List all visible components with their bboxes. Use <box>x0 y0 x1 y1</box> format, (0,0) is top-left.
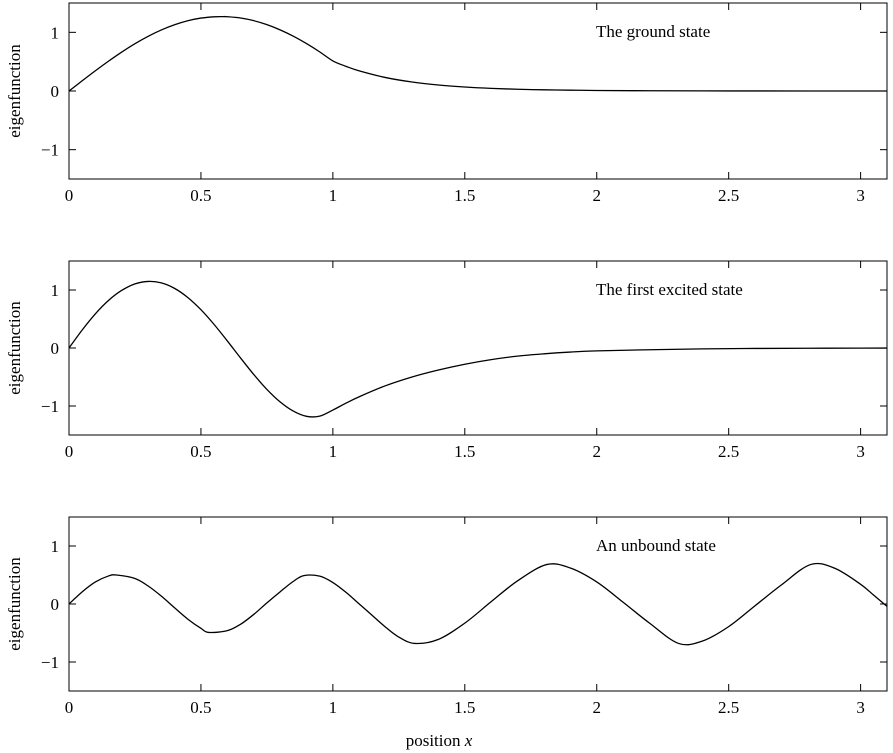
x-tick-label: 1 <box>329 186 338 205</box>
series-line-1 <box>68 562 888 646</box>
series-line-1 <box>68 15 888 92</box>
y-tick-label: 0 <box>51 339 60 358</box>
x-tick-label: 2.5 <box>718 698 739 717</box>
chart-panel-3: 0 0.5 1 1.5 2 2.5 3 1 0 −1 eigenfunction An unbound… <box>5 516 888 717</box>
y-tick-label: 1 <box>51 537 60 556</box>
panel-annotation: An unbound state <box>596 536 716 555</box>
chart-panel-1: 0 0.5 1 1.5 2 2.5 3 1 0 −1 eigenfunction The ground… <box>5 2 888 205</box>
y-axis-label: eigenfunction <box>5 44 24 138</box>
x-tick-label: 0 <box>65 186 74 205</box>
series-line-1 <box>68 280 888 418</box>
x-tick-label: 1.5 <box>454 442 475 461</box>
x-tick-label: 1.5 <box>454 698 475 717</box>
y-tick-label: −1 <box>41 653 59 672</box>
y-axis-label: eigenfunction <box>5 557 24 651</box>
x-tick-label: 1.5 <box>454 186 475 205</box>
y-tick-label: 0 <box>51 82 60 101</box>
x-tick-label: 1 <box>329 698 338 717</box>
x-tick-label: 0 <box>65 698 74 717</box>
y-tick-label: 1 <box>51 281 60 300</box>
y-tick-label: −1 <box>41 141 59 160</box>
plot-frame <box>68 516 888 692</box>
x-axis-label: position x <box>406 731 473 750</box>
x-tick-label: 1 <box>329 442 338 461</box>
x-tick-label: 3 <box>856 442 865 461</box>
x-tick-label: 0 <box>65 442 74 461</box>
y-tick-label: 0 <box>51 595 60 614</box>
x-axis-label-variable: x <box>464 731 473 750</box>
panel-annotation: The ground state <box>596 22 710 41</box>
x-tick-label: 0.5 <box>190 186 211 205</box>
x-tick-label: 2.5 <box>718 186 739 205</box>
x-tick-label: 3 <box>856 698 865 717</box>
x-tick-label: 2 <box>592 186 601 205</box>
y-axis-label: eigenfunction <box>5 301 24 395</box>
x-tick-label: 0.5 <box>190 442 211 461</box>
x-tick-label: 2 <box>592 698 601 717</box>
x-tick-label: 3 <box>856 186 865 205</box>
x-axis-label-text: position <box>406 731 465 750</box>
x-tick-label: 2.5 <box>718 442 739 461</box>
x-tick-label: 0.5 <box>190 698 211 717</box>
y-tick-label: 1 <box>51 23 60 42</box>
x-tick-label: 2 <box>592 442 601 461</box>
y-tick-label: −1 <box>41 397 59 416</box>
panel-annotation: The first excited state <box>596 280 743 299</box>
chart-panel-2: 0 0.5 1 1.5 2 2.5 3 1 0 −1 eigenfunction The first … <box>5 260 888 461</box>
